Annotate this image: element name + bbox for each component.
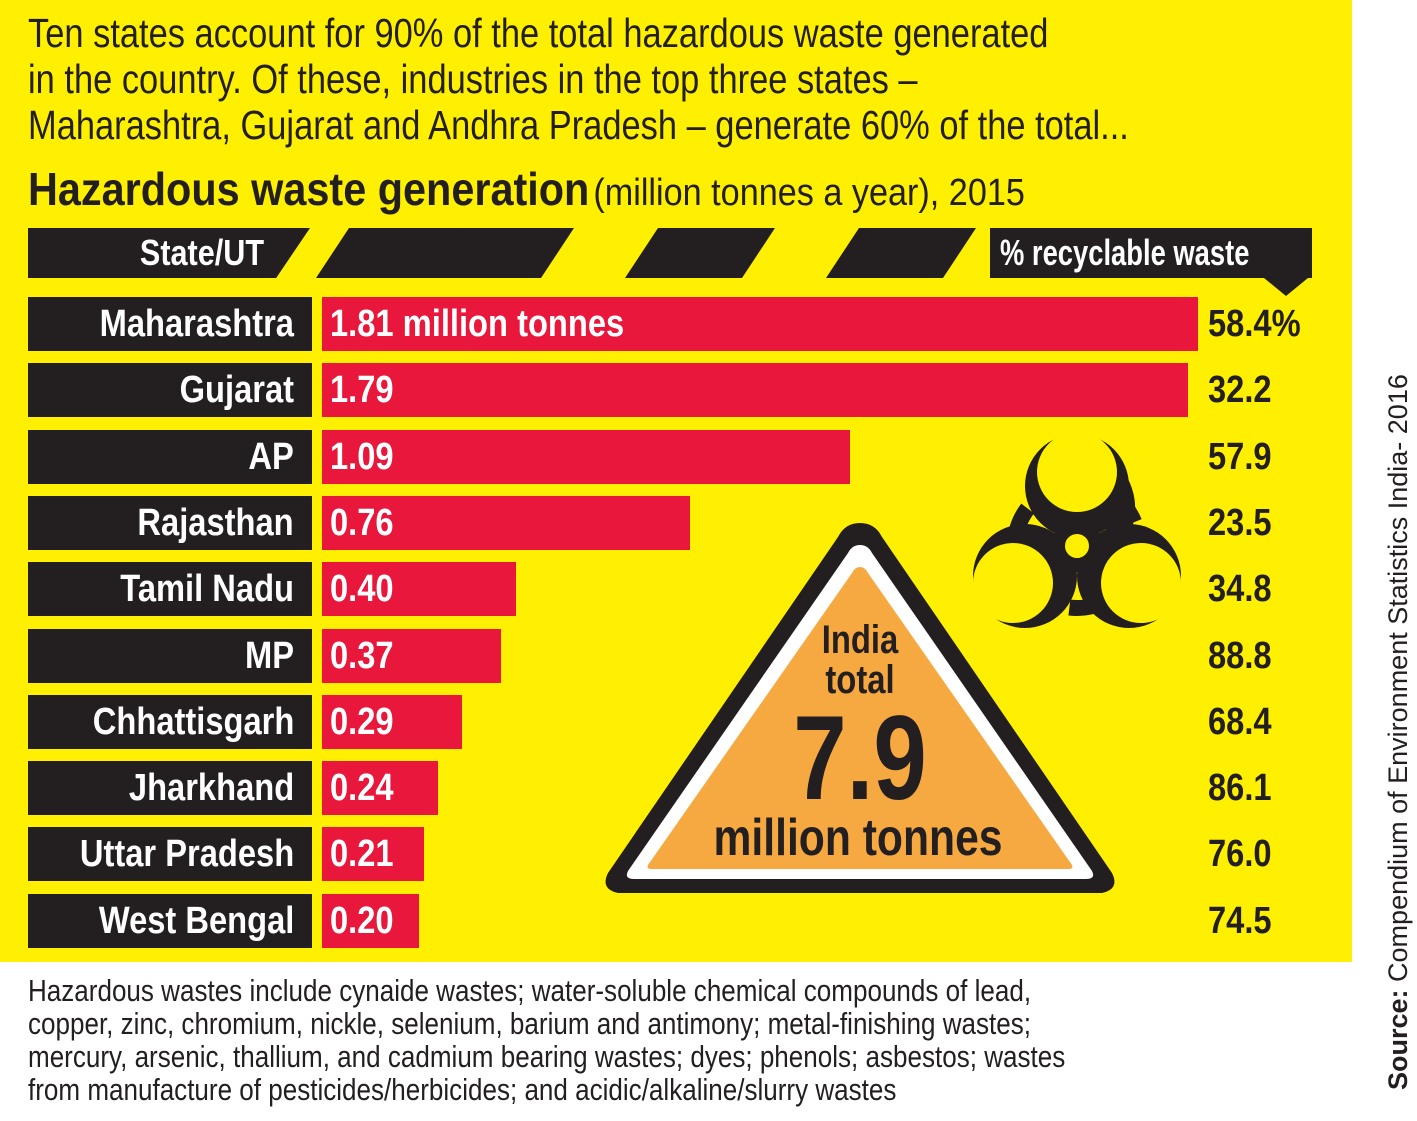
bar bbox=[322, 761, 438, 816]
intro-line: in the country. Of these, industries in … bbox=[28, 56, 918, 102]
chart-title: Hazardous waste generation bbox=[28, 163, 590, 215]
state-header-label: State/UT bbox=[139, 232, 264, 273]
india-total-label: India total bbox=[815, 620, 905, 700]
recyclable-pct-label: 74.5 bbox=[1208, 899, 1272, 942]
bar-row: Chhattisgarh 0.29 68.4 bbox=[0, 694, 1352, 749]
recyclable-pct-label: 57.9 bbox=[1208, 435, 1272, 478]
recyclable-pct-label: 76.0 bbox=[1208, 833, 1272, 876]
bar bbox=[322, 495, 690, 550]
bar bbox=[322, 562, 516, 617]
bar-row: Jharkhand 0.24 86.1 bbox=[0, 761, 1352, 816]
state-label: Gujarat bbox=[179, 369, 294, 412]
state-label-box: AP bbox=[28, 429, 312, 484]
bar-row: Tamil Nadu 0.40 34.8 bbox=[0, 562, 1352, 617]
state-label: Chhattisgarh bbox=[92, 700, 294, 743]
intro-line: Ten states account for 90% of the total … bbox=[28, 10, 1049, 56]
india-total-value: 7.9 bbox=[793, 691, 927, 825]
recyclable-header: % recyclable waste bbox=[990, 228, 1312, 278]
india-total-label-text: India total bbox=[821, 618, 899, 702]
state-label: Uttar Pradesh bbox=[79, 833, 294, 876]
state-label: AP bbox=[248, 435, 294, 478]
intro-text: Ten states account for 90% of the total … bbox=[28, 10, 1137, 148]
source-text: Compendium of Environment Statistics Ind… bbox=[1383, 374, 1413, 982]
state-label-box: Tamil Nadu bbox=[28, 562, 312, 617]
state-label-box: MP bbox=[28, 628, 312, 683]
source-label: Source: bbox=[1383, 989, 1413, 1090]
bar-value-label: 0.76 bbox=[330, 501, 394, 544]
state-label: MP bbox=[244, 634, 294, 677]
bar-row: AP 1.09 57.9 bbox=[0, 429, 1352, 484]
india-total-unit: million tonnes bbox=[713, 809, 1003, 867]
state-label-box: Uttar Pradesh bbox=[28, 827, 312, 882]
state-label-box: West Bengal bbox=[28, 893, 312, 948]
state-header: State/UT bbox=[28, 228, 310, 278]
bar-row: MP 0.37 88.8 bbox=[0, 628, 1352, 683]
bar-value-label: 0.40 bbox=[330, 568, 394, 611]
state-label: Jharkhand bbox=[128, 767, 294, 810]
state-label-box: Gujarat bbox=[28, 363, 312, 418]
footnote-line: from manufacture of pesticides/herbicide… bbox=[28, 1072, 897, 1107]
bar-row: West Bengal 0.20 74.5 bbox=[0, 893, 1352, 948]
recyclable-pct-label: 32.2 bbox=[1208, 369, 1272, 412]
header-pointer bbox=[1264, 278, 1308, 296]
state-label-box: Rajasthan bbox=[28, 495, 312, 550]
bar bbox=[322, 363, 1188, 418]
recyclable-pct-label: 88.8 bbox=[1208, 634, 1272, 677]
recyclable-header-label: % recyclable waste bbox=[1000, 232, 1250, 273]
bar bbox=[322, 893, 419, 948]
bar-value-label: 1.79 bbox=[330, 369, 394, 412]
bar-row: Rajasthan 0.76 23.5 bbox=[0, 495, 1352, 550]
header-stripe bbox=[625, 228, 775, 278]
bar-row: Maharashtra 1.81 million tonnes 58.4% bbox=[0, 297, 1352, 351]
footnote-line: Hazardous wastes include cynaide wastes;… bbox=[28, 973, 1032, 1008]
bar-value-label: 0.29 bbox=[330, 700, 394, 743]
bar-value-label: 0.20 bbox=[330, 899, 394, 942]
bar-value-label: 0.21 bbox=[330, 833, 394, 876]
biohazard-icon bbox=[973, 432, 1181, 628]
bar-value-label: 1.09 bbox=[330, 435, 394, 478]
recyclable-pct-label: 68.4 bbox=[1208, 700, 1272, 743]
bar-value-label: 1.81 million tonnes bbox=[330, 303, 625, 345]
bar-value-label: 0.37 bbox=[330, 634, 394, 677]
footnote-line: mercury, arsenic, thallium, and cadmium … bbox=[28, 1039, 1066, 1074]
bar bbox=[322, 827, 424, 882]
intro-line: Maharashtra, Gujarat and Andhra Pradesh … bbox=[28, 102, 1129, 148]
chart-subtitle: (million tonnes a year), 2015 bbox=[593, 172, 1025, 214]
bar bbox=[322, 628, 501, 683]
recyclable-pct-label: 23.5 bbox=[1208, 501, 1272, 544]
recyclable-pct-label: 34.8 bbox=[1208, 568, 1272, 611]
state-label: West Bengal bbox=[98, 899, 294, 942]
recyclable-pct-label: 58.4% bbox=[1208, 303, 1301, 345]
footnote: Hazardous wastes include cynaide wastes;… bbox=[28, 974, 1065, 1106]
bar-row: Uttar Pradesh 0.21 76.0 bbox=[0, 827, 1352, 882]
bar-value-label: 0.24 bbox=[330, 767, 394, 810]
header-stripe bbox=[826, 228, 976, 278]
state-label-box: Jharkhand bbox=[28, 761, 312, 816]
state-label-box: Chhattisgarh bbox=[28, 694, 312, 749]
footnote-line: copper, zinc, chromium, nickle, selenium… bbox=[28, 1006, 1031, 1041]
chart-panel: Ten states account for 90% of the total … bbox=[0, 0, 1352, 962]
source-credit: Source: Compendium of Environment Statis… bbox=[1383, 374, 1414, 1090]
chart-title-line: Hazardous waste generation (million tonn… bbox=[28, 162, 1025, 216]
state-label: Maharashtra bbox=[99, 303, 294, 345]
state-label: Tamil Nadu bbox=[120, 568, 294, 611]
bar bbox=[322, 297, 1198, 351]
state-label-box: Maharashtra bbox=[28, 297, 312, 351]
bar bbox=[322, 694, 462, 749]
state-label: Rajasthan bbox=[137, 501, 294, 544]
warning-triangle-icon bbox=[605, 523, 1115, 893]
bar-row: Gujarat 1.79 32.2 bbox=[0, 363, 1352, 418]
recyclable-pct-label: 86.1 bbox=[1208, 767, 1272, 810]
bar bbox=[322, 429, 850, 484]
